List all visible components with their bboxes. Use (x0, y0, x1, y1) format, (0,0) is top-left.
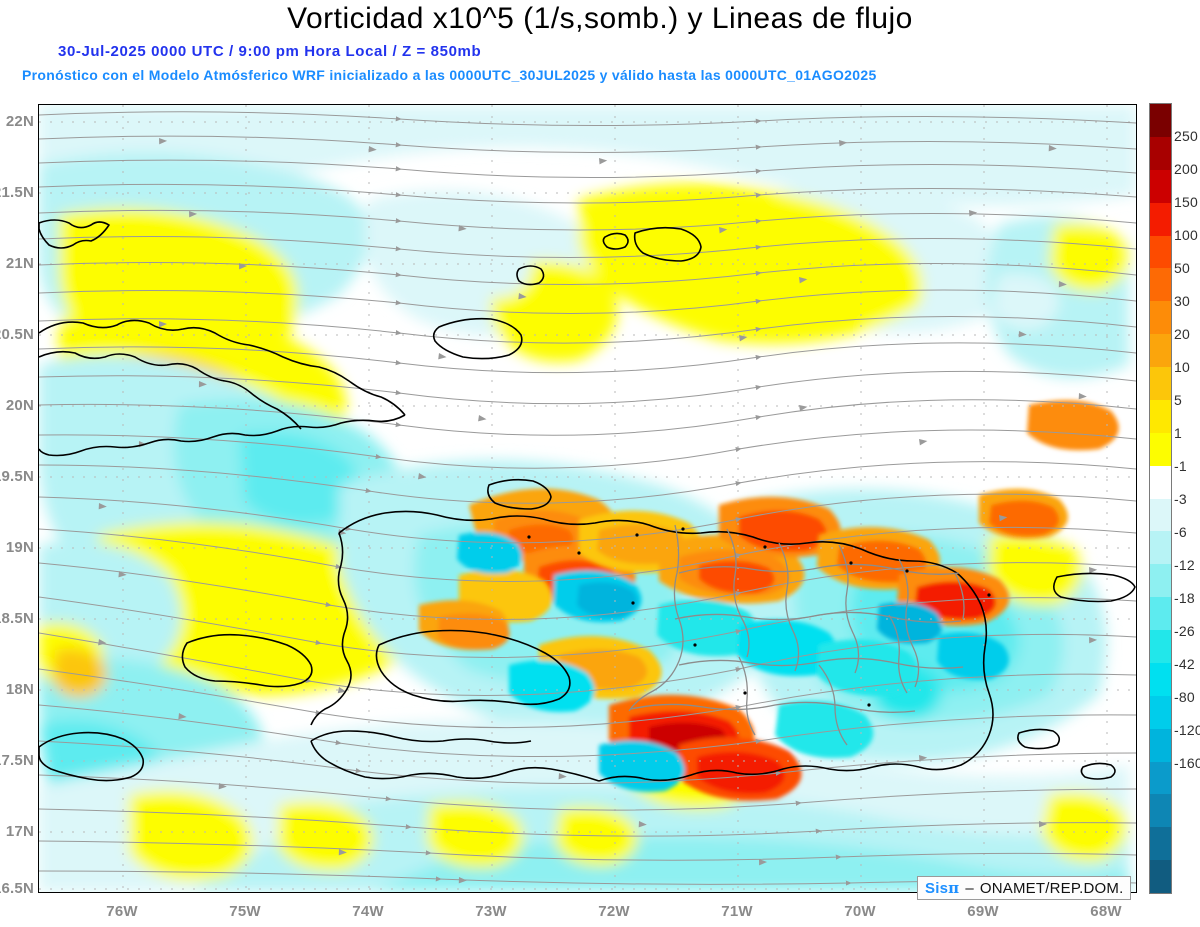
y-tick-label: 18N (5, 681, 34, 698)
y-tick-label: 21N (5, 255, 34, 272)
x-tick-label: 71W (721, 903, 753, 920)
y-tick-label: 17.5N (0, 752, 34, 769)
colorbar-band (1150, 399, 1171, 433)
colorbar-tick: -6 (1174, 524, 1187, 540)
attribution-agency: ONAMET/REP.DOM. (979, 879, 1124, 897)
colorbar-tick: 10 (1174, 359, 1190, 375)
y-tick-label: 16.5N (0, 880, 34, 897)
colorbar-band (1150, 498, 1171, 532)
colorbar-band (1150, 432, 1171, 466)
colorbar-tick: 30 (1174, 293, 1190, 309)
colorbar-tick: 1 (1174, 425, 1182, 441)
title-block: Vorticidad x10^5 (1/s,somb.) y Lineas de… (0, 0, 1200, 95)
x-tick-label: 72W (598, 903, 630, 920)
map-plot-area (38, 104, 1137, 893)
x-tick-label: 68W (1090, 903, 1122, 920)
attribution-separator: – (965, 879, 974, 897)
attribution-box: Sisπ – ONAMET/REP.DOM. (917, 876, 1132, 900)
colorbar-band (1150, 367, 1171, 400)
x-tick-label: 70W (844, 903, 876, 920)
colorbar-tick: -26 (1174, 623, 1195, 639)
colorbar-band (1150, 465, 1171, 499)
y-tick-label: 19N (5, 539, 34, 556)
page-title: Vorticidad x10^5 (1/s,somb.) y Lineas de… (287, 2, 913, 35)
colorbar-tick: -1 (1174, 458, 1187, 474)
colorbar-tick: 5 (1174, 392, 1182, 408)
y-tick-label: 20N (5, 397, 34, 414)
colorbar-tick: 200 (1174, 161, 1198, 177)
x-tick-label: 75W (229, 903, 261, 920)
coastline-outlines (39, 219, 1136, 782)
colorbar-band (1150, 662, 1171, 696)
colorbar-tick: 250 (1174, 128, 1198, 144)
colorbar-band (1150, 761, 1171, 795)
x-tick-label: 69W (967, 903, 999, 920)
y-tick-label: 20.5N (0, 326, 34, 343)
colorbar-tick: -42 (1174, 656, 1195, 672)
colorbar-tick: -18 (1174, 590, 1195, 606)
colorbar-band (1150, 301, 1171, 335)
colorbar-band (1150, 334, 1171, 367)
colorbar-tick: 100 (1174, 227, 1198, 243)
colorbar-band (1150, 630, 1171, 663)
colorbar-band (1150, 860, 1171, 893)
y-tick-label: 19.5N (0, 468, 34, 485)
colorbar-band (1150, 169, 1171, 203)
colorbar-band (1150, 827, 1171, 861)
flow-streamlines (39, 111, 1136, 886)
y-tick-label: 17N (5, 823, 34, 840)
x-tick-label: 73W (475, 903, 507, 920)
colorbar-tick: -12 (1174, 557, 1195, 573)
streamline-arrow-icons (98, 138, 1098, 888)
colorbar-band (1150, 794, 1171, 828)
chart-subtitle-forecast: Pronóstico con el Modelo Atmósferico WRF… (22, 67, 877, 83)
colorbar-tick: -3 (1174, 491, 1187, 507)
y-tick-label: 18.5N (0, 610, 34, 627)
administrative-borders (628, 524, 965, 746)
colorbar-tick: -80 (1174, 689, 1195, 705)
colorbar (1149, 103, 1172, 894)
colorbar-band (1150, 728, 1171, 762)
colorbar-band (1150, 104, 1171, 137)
colorbar-band (1150, 136, 1171, 170)
colorbar-band (1150, 564, 1171, 598)
vorticity-map (39, 105, 1136, 892)
chart-subtitle: 30-Jul-2025 0000 UTC / 9:00 pm Hora Loca… (58, 43, 482, 60)
colorbar-tick: 150 (1174, 194, 1198, 210)
colorbar-tick: -160 (1174, 755, 1200, 771)
x-tick-label: 74W (352, 903, 384, 920)
sispi-logo: Sisπ (925, 879, 959, 897)
colorbar-tick: 50 (1174, 260, 1190, 276)
pi-glyph-icon: π (948, 879, 960, 897)
colorbar-tick: 20 (1174, 326, 1190, 342)
colorbar-band (1150, 235, 1171, 269)
colorbar-band (1150, 202, 1171, 236)
colorbar-band (1150, 695, 1171, 729)
sispi-logo-text: Sis (925, 880, 949, 897)
y-tick-label: 22N (5, 113, 34, 130)
colorbar-band (1150, 268, 1171, 302)
colorbar-band (1150, 531, 1171, 565)
colorbar-tick: -120 (1174, 722, 1200, 738)
colorbar-band (1150, 597, 1171, 630)
x-tick-label: 76W (106, 903, 138, 920)
city-markers (527, 527, 991, 707)
y-tick-label: 21.5N (0, 184, 34, 201)
